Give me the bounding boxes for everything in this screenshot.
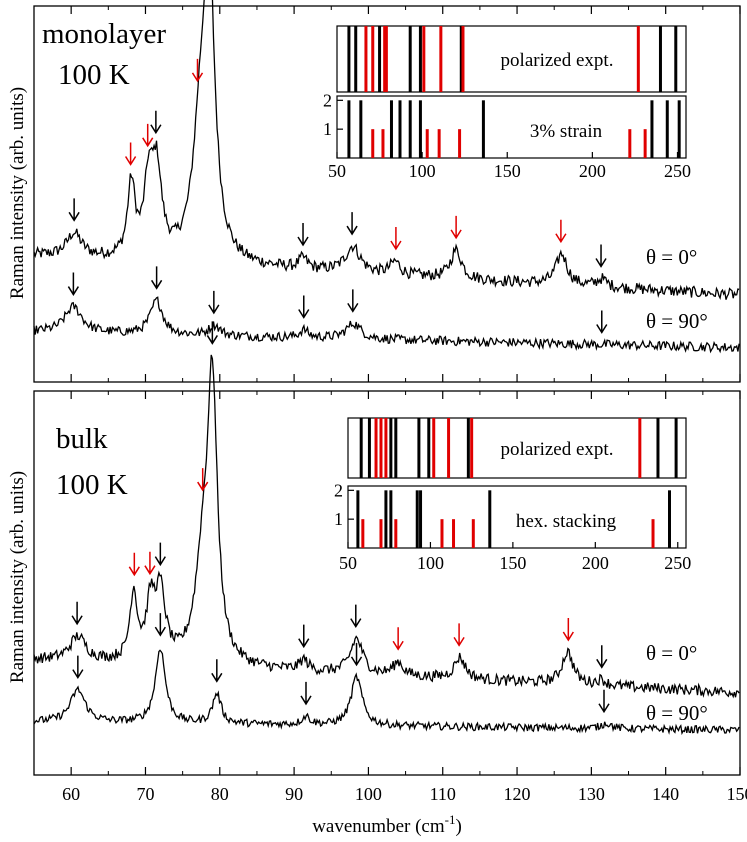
bulk-inset-xtick-label-200: 200 (582, 553, 609, 573)
x-tick-label-80: 80 (211, 784, 229, 804)
bulk-peak-arrow-black (71, 601, 83, 626)
monolayer-peak-arrow-black (595, 244, 607, 268)
bulk-peak-arrow-black (350, 642, 363, 667)
bulk-peak-arrow-black (72, 655, 84, 680)
bulk-trace-label-0: θ = 0° (646, 641, 697, 665)
monolayer-inset-bottom-label: 3% strain (530, 121, 603, 142)
bulk-inset-top-label: polarized expt. (501, 439, 614, 460)
monolayer-inset-bottom-label-bg (523, 118, 609, 142)
monolayer-peak-arrow-red (450, 215, 462, 240)
monolayer-title: monolayer (42, 18, 166, 50)
bulk-temperature: 100 K (56, 469, 128, 501)
monolayer-peak-arrow-black (596, 310, 608, 334)
monolayer-peak-arrow-black (150, 110, 162, 135)
monolayer-peak-arrow-black (347, 289, 359, 313)
spectra (33, 0, 740, 736)
bulk-inset-xtick-label-50: 50 (339, 553, 357, 573)
bulk-peak-arrow-black (154, 542, 166, 567)
x-tick-label-130: 130 (578, 784, 605, 804)
monolayer-spectrum-0 (33, 0, 740, 301)
bulk-panel-frame (33, 390, 741, 776)
monolayer-inset-xtick-label-250: 250 (664, 161, 691, 181)
monolayer-inset-xtick-label-150: 150 (494, 161, 521, 181)
x-tick-label-60: 60 (62, 784, 80, 804)
monolayer-inset-ytick-label: 2 (323, 90, 332, 110)
monolayer-inset-calc-box (336, 95, 687, 159)
bulk-peak-arrow-black (596, 645, 608, 669)
monolayer-trace-label-1: θ = 90° (646, 309, 708, 333)
monolayer-temperature: 100 K (58, 59, 130, 91)
bulk-peak-arrow-black (154, 613, 166, 637)
monolayer-panel-frame (33, 5, 741, 383)
bulk-peak-arrow-red (392, 627, 404, 651)
bulk-peak-arrow-black (298, 624, 310, 649)
bulk-peak-arrow-black (211, 659, 223, 683)
monolayer-inset-top-label-bg (488, 47, 626, 71)
bulk-peak-arrow-red (453, 623, 465, 647)
bulk-inset-ytick-label: 2 (334, 480, 343, 500)
monolayer-peak-arrow-red (555, 219, 567, 244)
x-tick-label-140: 140 (652, 784, 679, 804)
monolayer-inset-top-label: polarized expt. (501, 50, 614, 71)
monolayer-peak-arrow-black (297, 222, 309, 247)
monolayer-trace-label-0: θ = 0° (646, 245, 697, 269)
bulk-inset-xtick-label-100: 100 (417, 553, 444, 573)
bulk-peak-arrow-red (128, 552, 140, 577)
peak-arrows (67, 58, 610, 714)
y-axis-label-monolayer: Raman intensity (arb. units) (7, 87, 28, 299)
monolayer-peak-arrow-red (142, 123, 154, 148)
x-axis-label: wavenumber (cm-1) (312, 812, 462, 837)
bulk-trace-label-1: θ = 90° (646, 701, 708, 725)
bulk-peak-arrow-black (598, 689, 610, 714)
monolayer-peak-arrow-black (208, 290, 220, 315)
x-tick-label-90: 90 (285, 784, 303, 804)
bulk-inset-ytick-label: 1 (334, 509, 343, 529)
x-tick-label-100: 100 (355, 784, 382, 804)
monolayer-spectrum-1 (33, 296, 740, 354)
x-tick-label-120: 120 (504, 784, 531, 804)
bulk-peak-arrow-red (197, 468, 209, 492)
x-tick-label-110: 110 (430, 784, 456, 804)
bulk-peak-arrow-red (144, 551, 156, 576)
monolayer-inset-ytick-label: 1 (323, 119, 332, 139)
bulk-peak-arrow-black (350, 604, 362, 629)
monolayer-inset-xtick-label-100: 100 (409, 161, 436, 181)
bulk-inset-bottom-label: hex. stacking (516, 511, 617, 532)
bulk-spectrum-1 (33, 649, 740, 736)
monolayer-peak-arrow-black (346, 212, 358, 236)
bulk-peak-arrow-black (300, 681, 312, 706)
x-tick-label-70: 70 (136, 784, 154, 804)
bulk-peak-arrow-red (562, 618, 574, 642)
monolayer-inset-xtick-label-50: 50 (328, 161, 346, 181)
monolayer-inset-xtick-label-200: 200 (579, 161, 606, 181)
bulk-title: bulk (56, 423, 108, 455)
x-tick-label-150: 150 (727, 784, 747, 804)
bulk-inset-xtick-label-150: 150 (499, 553, 526, 573)
monolayer-peak-arrow-black (150, 266, 163, 290)
monolayer-peak-arrow-black (67, 272, 80, 296)
bulk-inset-xtick-label-250: 250 (664, 553, 691, 573)
bulk-spectrum-0 (33, 354, 740, 699)
bulk-peak-arrow-black (206, 321, 218, 345)
trace-labels: θ = 0° θ = 90° θ = 0° θ = 90° (646, 245, 708, 725)
x-axis: 60708090100110120130140150 (62, 6, 747, 804)
bulk-inset-calc-box (347, 485, 687, 549)
monolayer-peak-arrow-red (191, 58, 204, 83)
monolayer-peak-arrow-black (298, 295, 310, 319)
bulk-inset-bottom-label-bg (506, 508, 626, 532)
y-axis-label-bulk: Raman intensity (arb. units) (7, 471, 28, 683)
monolayer-peak-arrow-black (68, 198, 80, 222)
monolayer-peak-arrow-red (390, 226, 402, 251)
monolayer-peak-arrow-red (124, 142, 137, 166)
bulk-inset-top-label-bg (488, 436, 626, 460)
